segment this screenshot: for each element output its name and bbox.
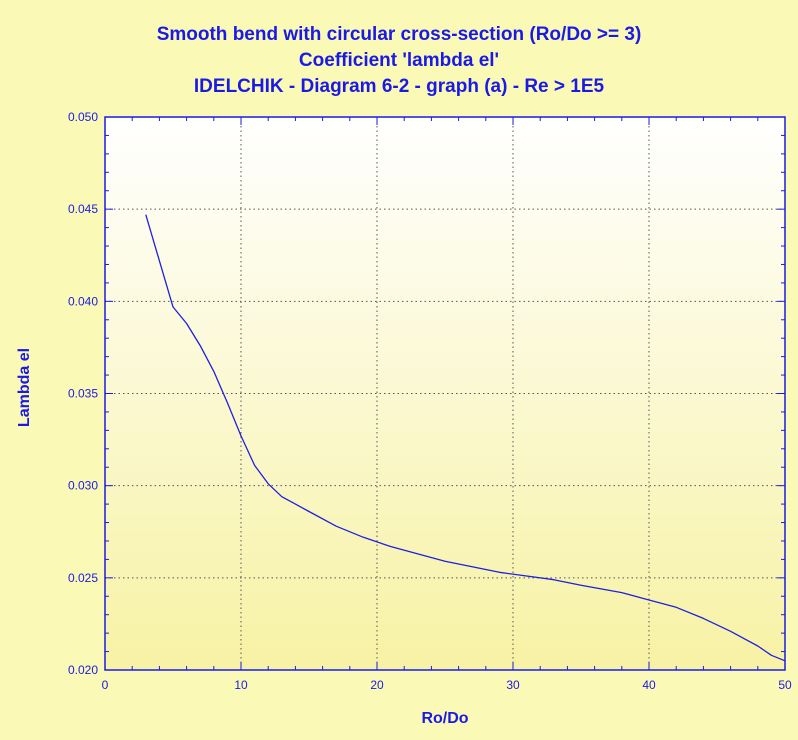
x-tick-label: 30 (506, 678, 520, 692)
y-axis-label: Lambda el (16, 348, 33, 427)
x-tick-label: 20 (370, 678, 384, 692)
y-tick-label: 0.045 (68, 202, 98, 216)
x-tick-label: 50 (778, 678, 792, 692)
plot-area (105, 117, 785, 670)
axes (104, 116, 786, 671)
y-tick-label: 0.025 (68, 571, 98, 585)
chart-subtitle: Coefficient 'lambda el' (298, 50, 500, 71)
y-tick-label: 0.035 (68, 387, 98, 401)
grid-lines (105, 117, 785, 670)
chart-titles: Smooth bend with circular cross-section … (0, 22, 798, 100)
x-axis-label: Ro/Do (421, 710, 468, 727)
tick-labels: 0 10 20 30 40 50 0.020 0.025 0.030 0.035 0.040 0.04… (68, 110, 792, 692)
chart-subtitle-2: IDELCHIK - Diagram 6-2 - graph (a) - Re … (193, 76, 605, 97)
y-tick-label: 0.020 (68, 663, 98, 677)
x-tick-label: 40 (642, 678, 656, 692)
y-tick-label: 0.050 (68, 110, 98, 124)
chart-title: Smooth bend with circular cross-section … (156, 24, 642, 45)
x-tick-label: 0 (102, 678, 109, 692)
series-layer (145, 214, 786, 662)
series-line (145, 214, 786, 662)
plot-border (104, 116, 786, 671)
y-tick-label: 0.040 (68, 294, 98, 308)
y-tick-label: 0.030 (68, 479, 98, 493)
x-tick-label: 10 (234, 678, 248, 692)
